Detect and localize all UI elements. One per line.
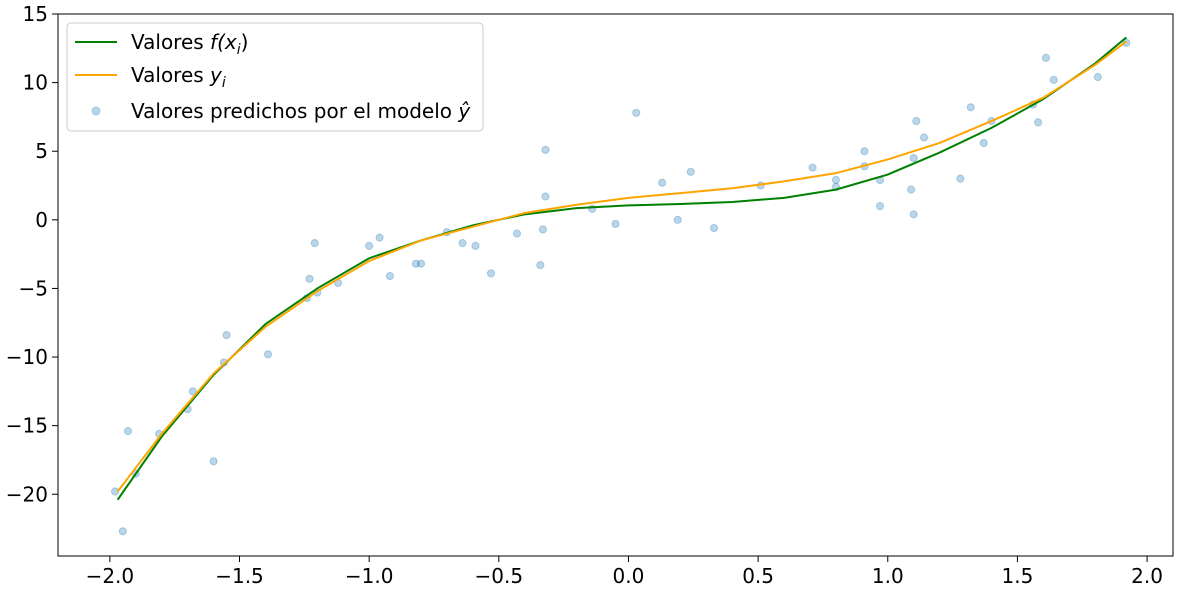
scatter-point xyxy=(305,274,314,283)
scatter-point xyxy=(458,239,467,248)
x-tick-label: −2.0 xyxy=(86,564,135,588)
scatter-point xyxy=(808,163,817,172)
legend: Valores f(xi) Valores yi Valores predich… xyxy=(66,22,484,132)
scatter-point xyxy=(831,175,841,185)
scatter-point xyxy=(979,138,988,148)
scatter-point xyxy=(912,116,921,126)
y-tick-label: 15 xyxy=(23,2,48,26)
x-tick-label: 0.0 xyxy=(613,564,645,588)
x-tick-label: 1.5 xyxy=(1002,564,1034,588)
scatter-point xyxy=(1122,38,1131,47)
scatter-point xyxy=(709,223,719,233)
y-tick-label: 10 xyxy=(23,71,48,95)
scatter-point xyxy=(875,202,885,211)
scatter-point xyxy=(486,269,496,278)
scatter-point xyxy=(919,133,929,142)
scatter-point xyxy=(909,210,918,219)
scatter-point xyxy=(538,225,548,234)
x-tick-label: −1.0 xyxy=(345,564,394,588)
scatter-point xyxy=(966,103,975,112)
scatter-point xyxy=(411,259,420,268)
y-tick-label: −20 xyxy=(6,482,48,506)
scatter-point xyxy=(375,233,384,242)
scatter-point xyxy=(673,215,682,224)
scatter-point xyxy=(611,219,620,229)
scatter-point xyxy=(123,427,133,436)
scatter-point xyxy=(118,527,127,536)
scatter-point xyxy=(907,185,916,194)
y-tick-label: 5 xyxy=(35,139,48,163)
scatter-point xyxy=(188,387,197,396)
scatter-point xyxy=(471,241,480,250)
y-axis: 15 10 5 0 −5 −10 −15 −20 xyxy=(6,2,58,506)
scatter-point xyxy=(1034,118,1043,127)
legend-swatch-scatter-marker xyxy=(91,106,101,116)
scatter-point xyxy=(222,330,231,340)
x-tick-label: −1.5 xyxy=(215,564,264,588)
scatter-point xyxy=(310,239,319,248)
legend-box xyxy=(66,22,484,132)
scatter-point xyxy=(536,261,545,270)
x-tick-label: 1.0 xyxy=(872,564,904,588)
series-line-y xyxy=(116,40,1127,493)
scatter-point xyxy=(1093,73,1102,82)
scatter-point xyxy=(365,241,374,250)
scatter-point xyxy=(909,153,918,163)
y-tick-label: −5 xyxy=(19,276,48,300)
x-tick-label: −0.5 xyxy=(475,564,524,588)
scatter-point xyxy=(209,457,218,466)
scatter-point xyxy=(1049,75,1058,84)
scatter-point xyxy=(263,350,273,359)
y-tick-label: −15 xyxy=(6,414,48,438)
legend-label-yhat: Valores predichos por el modelo ŷ xyxy=(131,99,471,123)
scatter-point xyxy=(541,192,550,201)
scatter-point xyxy=(541,145,550,154)
scatter-point xyxy=(632,108,641,117)
scatter-point xyxy=(110,487,120,496)
x-axis: −2.0 −1.5 −1.0 −0.5 0.0 0.5 1.0 1.5 2.0 xyxy=(86,556,1163,588)
scatter-point xyxy=(1041,53,1051,63)
scatter-point xyxy=(658,178,667,187)
series-line-f xyxy=(116,36,1127,501)
y-tick-label: 0 xyxy=(35,208,48,232)
scatter-point xyxy=(860,147,869,156)
x-tick-label: 0.5 xyxy=(742,564,774,588)
x-tick-label: 2.0 xyxy=(1131,564,1163,588)
scatter-point xyxy=(416,259,426,268)
legend-label-y: Valores yi xyxy=(131,63,226,91)
y-tick-label: −10 xyxy=(6,345,48,369)
scatter-point xyxy=(385,271,395,281)
plot-area xyxy=(110,36,1131,536)
scatter-point xyxy=(956,174,965,183)
legend-label-f: Valores f(xi) xyxy=(131,30,248,58)
scatter-point xyxy=(686,167,695,176)
axes-frame xyxy=(57,13,1174,557)
scatter-point xyxy=(512,229,522,238)
